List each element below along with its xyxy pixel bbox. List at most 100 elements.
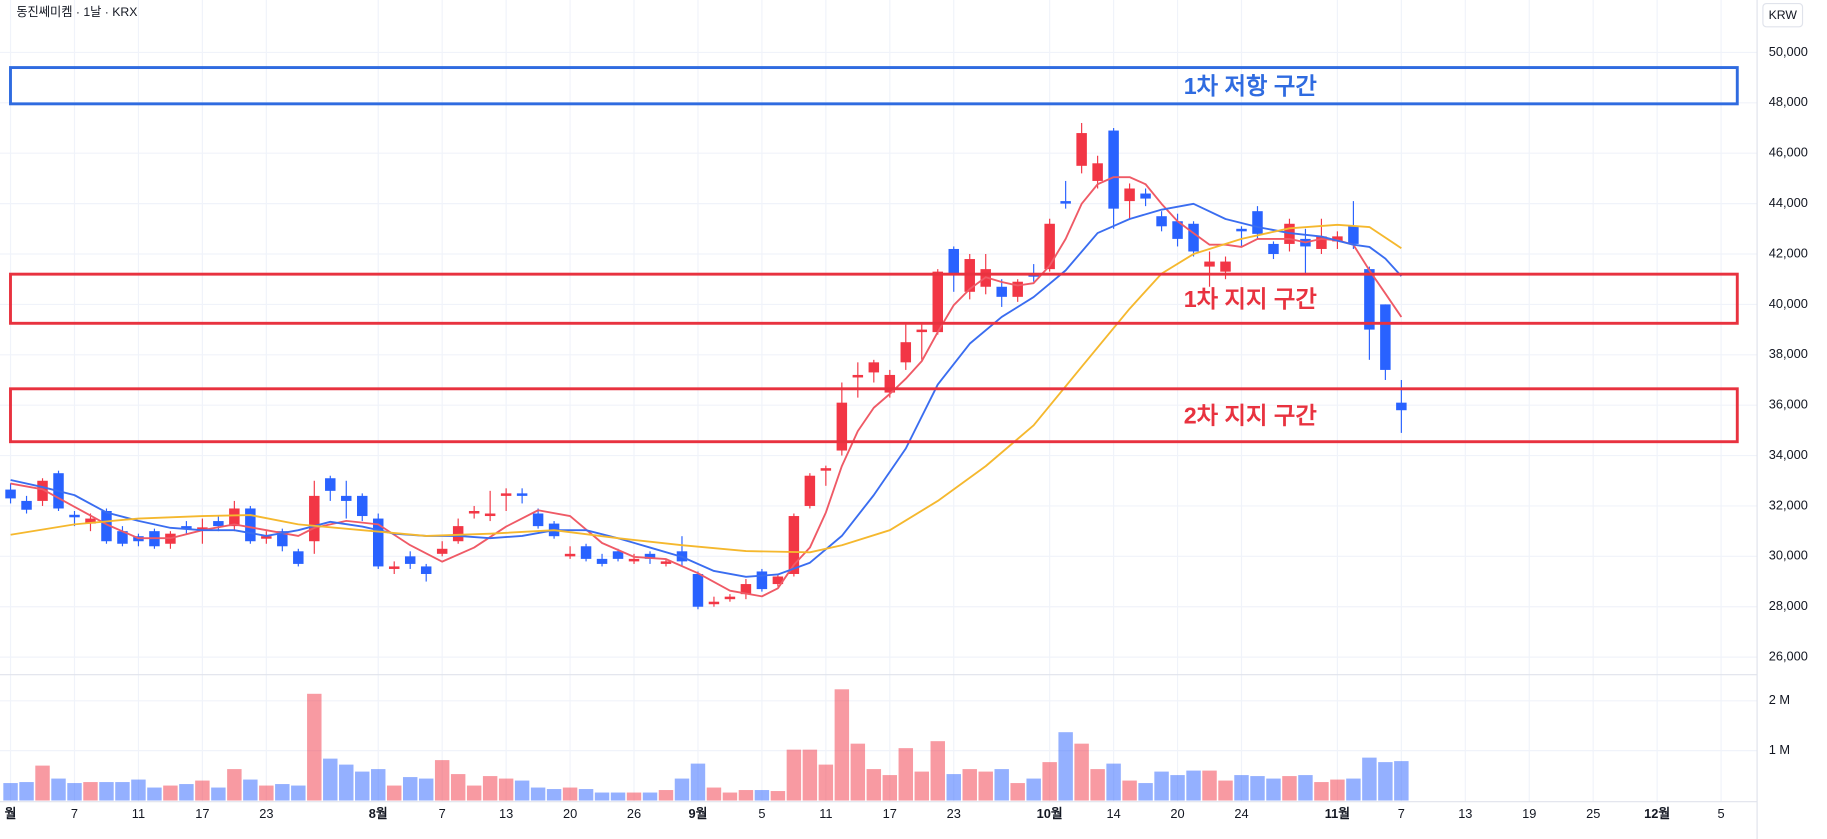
candle-body [532,513,544,527]
currency-label: KRW [1769,8,1798,22]
candle-body [788,516,800,574]
volume-bar [1330,779,1345,801]
zone-label: 1차 저항 구간 [1184,73,1318,99]
volume-bar [275,784,290,801]
candle-body [596,558,608,564]
volume-bar [1346,778,1361,801]
volume-bar [339,764,354,801]
candle-body [948,248,959,275]
candle-body [900,342,912,363]
candle-body [436,548,448,554]
candle-body [932,271,944,333]
volume-bar [402,777,418,801]
candle-body [293,551,304,564]
volume-bar [962,769,977,801]
volume-bar [163,785,178,801]
volume-bar [1378,762,1393,801]
volume-bar [594,792,610,801]
candle-body [884,374,896,393]
volume-bar [482,776,498,801]
candle-body [500,493,512,496]
candle-body [1172,221,1183,239]
volume-bar [466,785,482,801]
candle-body [1140,193,1151,199]
candle-body [1364,269,1375,330]
candle-body [1316,236,1327,249]
x-tick-label: 25 [1586,806,1600,821]
volume-bar [307,693,322,801]
volume-bar [610,792,626,801]
candle-body [1252,211,1263,234]
volume-bar [1042,762,1057,801]
candle-body [708,601,720,605]
volume-bar [1362,757,1377,801]
candle-body [868,362,880,373]
volume-bar [578,789,594,801]
candle-body [740,584,752,595]
volume-bar [738,790,754,801]
x-tick-label: 11 [819,806,832,821]
x-tick-label: 26 [627,806,641,821]
x-tick-label: 5 [1718,806,1725,821]
volume-bar [546,789,562,801]
volume-bar [1106,763,1121,801]
volume-bar [211,787,226,801]
candle-body [628,558,640,562]
volume-bar [450,774,466,801]
x-tick-label: 23 [947,806,961,821]
volume-bar [83,782,98,801]
volume-bar [850,743,866,801]
volume-bar [1298,775,1313,801]
candle-body [325,478,336,491]
candle-body [388,566,400,569]
volume-bar [147,787,162,801]
candle-body [1092,163,1103,181]
x-tick-label: 7 [1398,806,1405,821]
volume-bar [1250,776,1265,801]
candle-body [1076,133,1087,166]
candle-body [69,514,80,518]
volume-bar [1186,770,1201,801]
candle-body [117,531,128,544]
volume-bar [1282,776,1297,801]
candle-body [692,573,704,607]
volume-bar [227,769,242,801]
candle-body [1396,402,1407,411]
volume-bar [770,791,786,801]
volume-bar [530,787,546,801]
volume-bar [834,689,850,801]
volume-bar [514,780,530,801]
volume-bar [930,741,945,801]
candle-body [229,508,240,527]
candle-body [1012,281,1023,297]
volume-bar [195,780,210,801]
zone-box [9,66,1739,106]
x-tick-label: 17 [883,806,897,821]
volume-bar [786,749,802,801]
volume-bar [1314,782,1329,801]
volume-bar [722,792,738,801]
candle-body [516,493,528,496]
candle-body [1108,130,1119,209]
candle-body [564,553,576,557]
candle-body [5,489,16,499]
volume-bar [323,758,338,801]
candle-body [836,402,848,451]
x-tick-label: 11 [132,806,145,821]
candle-body [181,526,192,529]
candle-body [612,551,624,559]
y-tick-label: 32,000 [1769,497,1808,512]
x-tick-label: 14 [1106,806,1120,821]
chart-title: 동진쎄미켐 · 1날 · KRX [16,5,137,19]
volume-bar [818,764,834,801]
x-tick-label: 8월 [369,806,388,821]
x-tick-label: 9월 [689,806,708,821]
x-tick-label: 7 [439,806,446,821]
candle-body [404,556,416,564]
volume-bar [1170,775,1185,801]
volume-bar [1058,732,1073,801]
y-tick-label: 36,000 [1769,397,1808,412]
candle-body [21,500,32,510]
